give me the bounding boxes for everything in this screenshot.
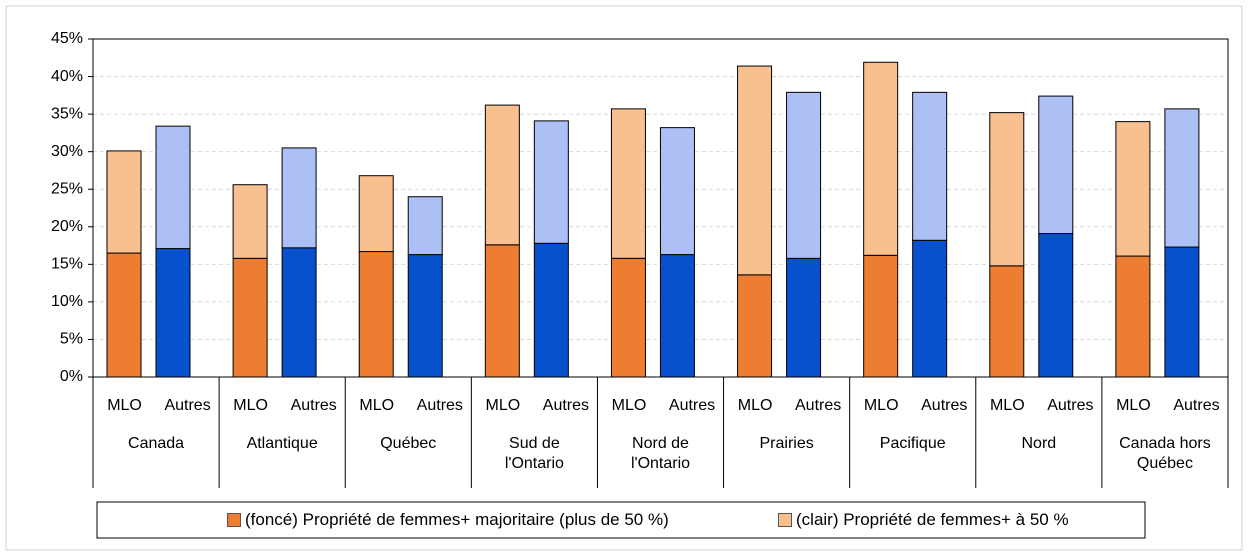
bar-segment bbox=[533, 120, 569, 244]
bar-segment bbox=[407, 196, 443, 256]
y-tick-label: 40% bbox=[51, 68, 83, 85]
x-tick-label: Autres bbox=[795, 397, 841, 414]
bar-segment bbox=[863, 254, 899, 378]
x-tick-label: Autres bbox=[1047, 397, 1093, 414]
bar-segment bbox=[484, 104, 520, 246]
x-tick-label: MLO bbox=[738, 397, 773, 414]
bar-segment bbox=[737, 65, 773, 276]
y-tick-label: 0% bbox=[60, 368, 83, 385]
bar-segment bbox=[989, 112, 1025, 267]
x-tick-label: MLO bbox=[359, 397, 394, 414]
legend-label: (foncé) Propriété de femmes+ majoritaire… bbox=[245, 510, 669, 529]
bar-segment bbox=[1038, 233, 1074, 378]
x-tick-label: Autres bbox=[921, 397, 967, 414]
bar-segment bbox=[358, 175, 394, 253]
bar-segment bbox=[533, 242, 569, 378]
group-label: Sud de l'Ontario bbox=[504, 435, 564, 472]
y-tick-label: 20% bbox=[51, 218, 83, 235]
x-tick-label: MLO bbox=[612, 397, 647, 414]
bar-segment bbox=[232, 184, 268, 259]
group-label: Canada hors Québec bbox=[1119, 435, 1211, 472]
bar-segment bbox=[155, 248, 191, 378]
bar-segment bbox=[1115, 121, 1151, 257]
x-tick-label: Autres bbox=[291, 397, 337, 414]
x-tick-label: MLO bbox=[864, 397, 899, 414]
legend-box bbox=[96, 501, 1146, 539]
bar-segment bbox=[106, 150, 142, 254]
bar-segment bbox=[1115, 255, 1151, 378]
x-tick-label: MLO bbox=[990, 397, 1025, 414]
group-label: Pacifique bbox=[879, 435, 946, 452]
bar-segment bbox=[281, 247, 317, 378]
y-tick-label: 10% bbox=[51, 293, 83, 310]
x-tick-label: MLO bbox=[486, 397, 521, 414]
outer-frame bbox=[5, 5, 1243, 551]
group-label: Québec bbox=[380, 435, 437, 452]
x-tick-label: Autres bbox=[417, 397, 463, 414]
x-tick-label: Autres bbox=[1173, 397, 1219, 414]
group-label: Atlantique bbox=[246, 435, 318, 452]
bar-segment bbox=[358, 251, 394, 378]
bar-segment bbox=[155, 125, 191, 250]
y-tick-label: 5% bbox=[60, 331, 83, 348]
bar-segment bbox=[610, 108, 646, 259]
x-tick-label: MLO bbox=[107, 397, 142, 414]
bar-segment bbox=[407, 254, 443, 378]
bar-segment bbox=[989, 265, 1025, 378]
bar-segment bbox=[484, 244, 520, 378]
x-tick-label: Autres bbox=[669, 397, 715, 414]
y-tick-label: 35% bbox=[51, 105, 83, 122]
group-label: Canada bbox=[128, 435, 185, 452]
bar-segment bbox=[1164, 108, 1200, 248]
bar-segment bbox=[659, 127, 695, 256]
legend-swatch bbox=[227, 513, 241, 527]
legend-label: (clair) Propriété de femmes+ à 50 % bbox=[796, 510, 1069, 529]
y-tick-label: 30% bbox=[51, 143, 83, 160]
bar-segment bbox=[1038, 95, 1074, 235]
x-tick-label: Autres bbox=[543, 397, 589, 414]
group-label: Nord bbox=[1021, 435, 1057, 452]
group-label: Nord de l'Ontario bbox=[630, 435, 691, 472]
bar-segment bbox=[1164, 246, 1200, 378]
group-label: Prairies bbox=[759, 435, 814, 452]
x-tick-label: MLO bbox=[1116, 397, 1151, 414]
y-tick-label: 45% bbox=[51, 30, 83, 47]
bar-segment bbox=[106, 252, 142, 378]
legend-item: (foncé) Propriété de femmes+ majoritaire… bbox=[227, 502, 669, 538]
bar-segment bbox=[786, 91, 822, 259]
bar-segment bbox=[737, 274, 773, 378]
bar-segment bbox=[659, 254, 695, 378]
bar-segment bbox=[863, 61, 899, 256]
legend-swatch bbox=[778, 513, 792, 527]
bar-segment bbox=[786, 257, 822, 378]
bar-segment bbox=[912, 239, 948, 378]
x-tick-label: Autres bbox=[164, 397, 210, 414]
y-tick-label: 15% bbox=[51, 256, 83, 273]
bar-segment bbox=[281, 147, 317, 249]
bar-segment bbox=[912, 91, 948, 241]
x-tick-label: MLO bbox=[233, 397, 268, 414]
legend-item: (clair) Propriété de femmes+ à 50 % bbox=[778, 502, 1069, 538]
y-tick-label: 25% bbox=[51, 180, 83, 197]
plot-frame bbox=[92, 38, 1229, 378]
bar-segment bbox=[610, 257, 646, 378]
bar-segment bbox=[232, 257, 268, 378]
